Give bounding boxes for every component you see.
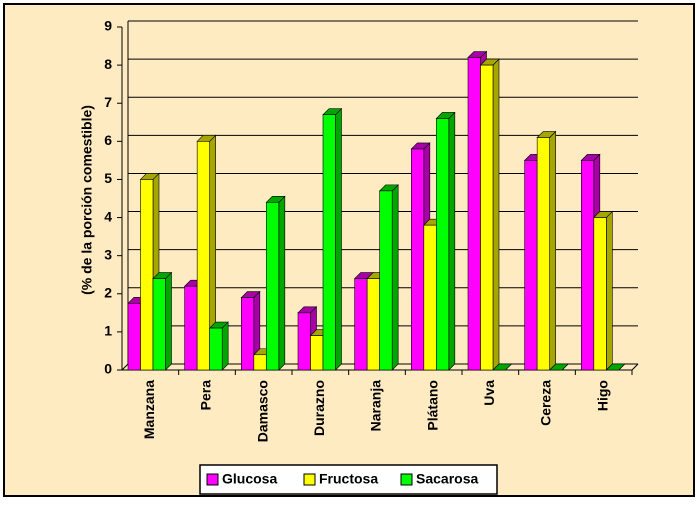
bar xyxy=(266,202,280,371)
y-tick-label: 6 xyxy=(104,132,112,148)
legend-swatch xyxy=(400,473,413,486)
bar xyxy=(140,179,154,371)
bar xyxy=(379,190,393,371)
bar-top xyxy=(605,363,626,371)
y-tick-label: 9 xyxy=(104,18,112,34)
bar xyxy=(310,335,324,371)
x-tick-label: Pera xyxy=(198,380,214,411)
bar xyxy=(184,285,198,371)
y-tick-label: 8 xyxy=(104,56,112,72)
bar xyxy=(436,118,450,371)
x-tick-label: Higo xyxy=(594,380,610,411)
bar xyxy=(581,160,595,371)
legend-box xyxy=(199,464,498,495)
bar xyxy=(467,57,481,371)
bar xyxy=(366,278,380,371)
y-tick-label: 0 xyxy=(104,361,112,377)
bar xyxy=(354,278,368,371)
bar-side xyxy=(221,321,229,371)
bar-top xyxy=(492,363,513,371)
bar xyxy=(152,278,166,371)
x-tick-label: Cereza xyxy=(538,380,554,426)
x-tick-label: Damasco xyxy=(254,380,270,442)
y-tick-label: 2 xyxy=(104,284,112,300)
bar-side xyxy=(278,195,286,371)
bar xyxy=(480,64,494,371)
bar xyxy=(322,114,336,371)
legend-label: Fructosa xyxy=(319,471,378,487)
y-tick-label: 3 xyxy=(104,246,112,262)
y-tick-label: 5 xyxy=(104,170,112,186)
bar xyxy=(297,312,311,371)
bar xyxy=(127,303,141,371)
bar-side xyxy=(549,130,556,371)
bar xyxy=(423,224,437,371)
bar-side xyxy=(492,58,500,371)
bar xyxy=(253,354,267,371)
x-tick-label: Plátano xyxy=(424,380,440,431)
y-tick-label: 7 xyxy=(104,94,112,110)
bar xyxy=(536,137,550,371)
bar xyxy=(209,327,223,371)
y-axis-label: (% de la porción comestible) xyxy=(79,105,95,295)
legend-label: Sacarosa xyxy=(416,471,478,487)
floor-right xyxy=(631,363,639,371)
bar xyxy=(593,217,607,371)
y-tick-label: 4 xyxy=(104,208,112,224)
x-tick-label: Uva xyxy=(481,380,497,406)
x-tick-label: Naranja xyxy=(368,380,384,432)
y-tick-label: 1 xyxy=(104,323,112,339)
bar-side xyxy=(391,184,399,371)
bar-side xyxy=(606,210,613,371)
bar xyxy=(524,160,538,371)
legend-label: Glucosa xyxy=(222,471,277,487)
bar xyxy=(196,141,210,371)
bar-side xyxy=(448,111,456,371)
legend-swatch xyxy=(303,473,316,486)
bar xyxy=(241,297,255,371)
x-tick-label: Manzana xyxy=(141,380,157,439)
bar xyxy=(411,148,425,371)
legend-swatch xyxy=(206,473,219,486)
x-tick-label: Durazno xyxy=(311,380,327,436)
bar-top xyxy=(548,363,569,371)
bar-side xyxy=(165,271,172,371)
bar-side xyxy=(335,107,342,371)
